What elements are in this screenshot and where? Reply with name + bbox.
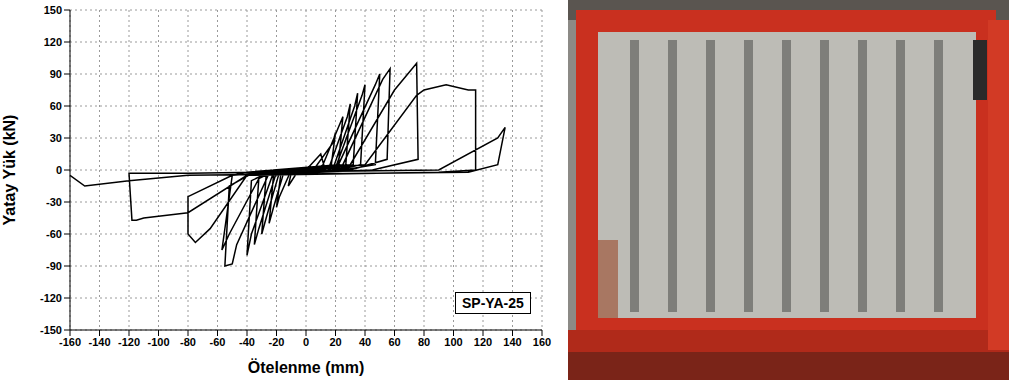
svg-text:-140: -140 [88,336,110,348]
svg-text:-30: -30 [46,196,62,208]
svg-text:-120: -120 [40,292,62,304]
svg-text:100: 100 [444,336,462,348]
svg-text:0: 0 [303,336,309,348]
svg-text:20: 20 [329,336,341,348]
svg-text:-60: -60 [46,228,62,240]
svg-text:-80: -80 [180,336,196,348]
svg-text:60: 60 [388,336,400,348]
svg-text:0: 0 [56,164,62,176]
svg-text:60: 60 [50,100,62,112]
svg-text:-90: -90 [46,260,62,272]
svg-text:-20: -20 [269,336,285,348]
svg-text:-40: -40 [239,336,255,348]
svg-text:80: 80 [418,336,430,348]
svg-text:150: 150 [44,4,62,16]
svg-text:-160: -160 [59,336,81,348]
svg-text:40: 40 [359,336,371,348]
svg-text:Yatay Yük (kN): Yatay Yük (kN) [1,115,18,226]
svg-text:-60: -60 [210,336,226,348]
svg-text:120: 120 [474,336,492,348]
svg-text:-100: -100 [147,336,169,348]
svg-text:90: 90 [50,68,62,80]
html-text:SP-YA-25: SP-YA-25 [462,295,524,311]
svg-text:-120: -120 [118,336,140,348]
svg-text:-150: -150 [40,324,62,336]
svg-text:140: 140 [503,336,521,348]
svg-text:Ötelenme (mm): Ötelenme (mm) [248,358,364,376]
svg-text:160: 160 [533,336,551,348]
svg-text:120: 120 [44,36,62,48]
svg-text:30: 30 [50,132,62,144]
